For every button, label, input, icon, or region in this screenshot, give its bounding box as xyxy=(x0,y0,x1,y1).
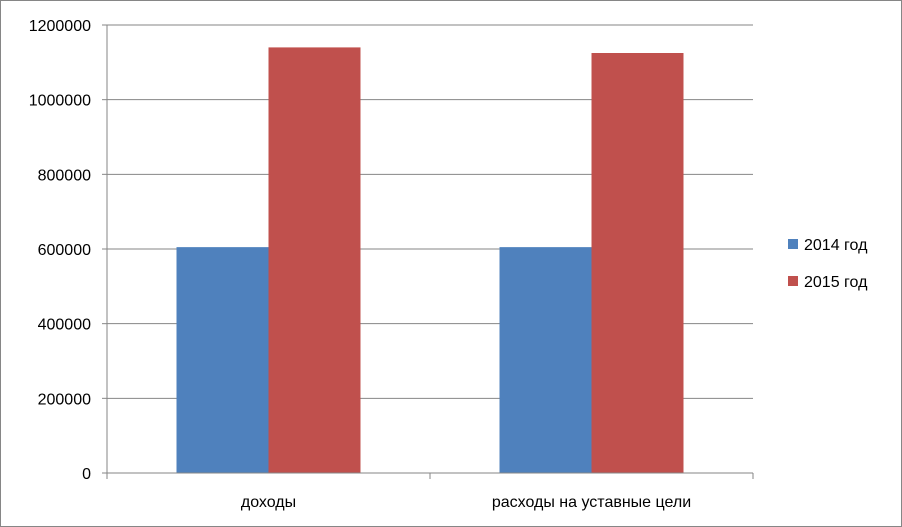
y-tick-label: 800000 xyxy=(38,167,91,184)
legend-label: 2015 год xyxy=(804,274,868,291)
legend: 2014 год 2015 год xyxy=(788,237,868,291)
y-tick-label: 400000 xyxy=(38,317,91,334)
x-tick-labels: доходы расходы на уставные цели xyxy=(241,494,691,511)
legend-swatch xyxy=(788,276,798,286)
axes xyxy=(102,24,754,479)
y-tick-label: 600000 xyxy=(38,242,91,259)
y-tick-label: 1200000 xyxy=(29,18,91,35)
x-tick-label: доходы xyxy=(241,494,296,511)
bar-2015-0 xyxy=(268,47,361,474)
y-tick-label: 0 xyxy=(82,466,91,483)
x-tick-label: расходы на уставные цели xyxy=(492,494,691,511)
bar-2014-1 xyxy=(499,247,592,473)
bar-2014-0 xyxy=(176,247,269,473)
y-tick-label: 200000 xyxy=(38,391,91,408)
bar-2015-1 xyxy=(591,53,684,473)
bars xyxy=(176,47,684,474)
legend-swatch xyxy=(788,239,798,249)
legend-label: 2014 год xyxy=(804,237,868,254)
y-tick-label: 1000000 xyxy=(29,93,91,110)
y-tick-labels: 0 200000 400000 600000 800000 1000000 1200000 xyxy=(29,18,91,483)
